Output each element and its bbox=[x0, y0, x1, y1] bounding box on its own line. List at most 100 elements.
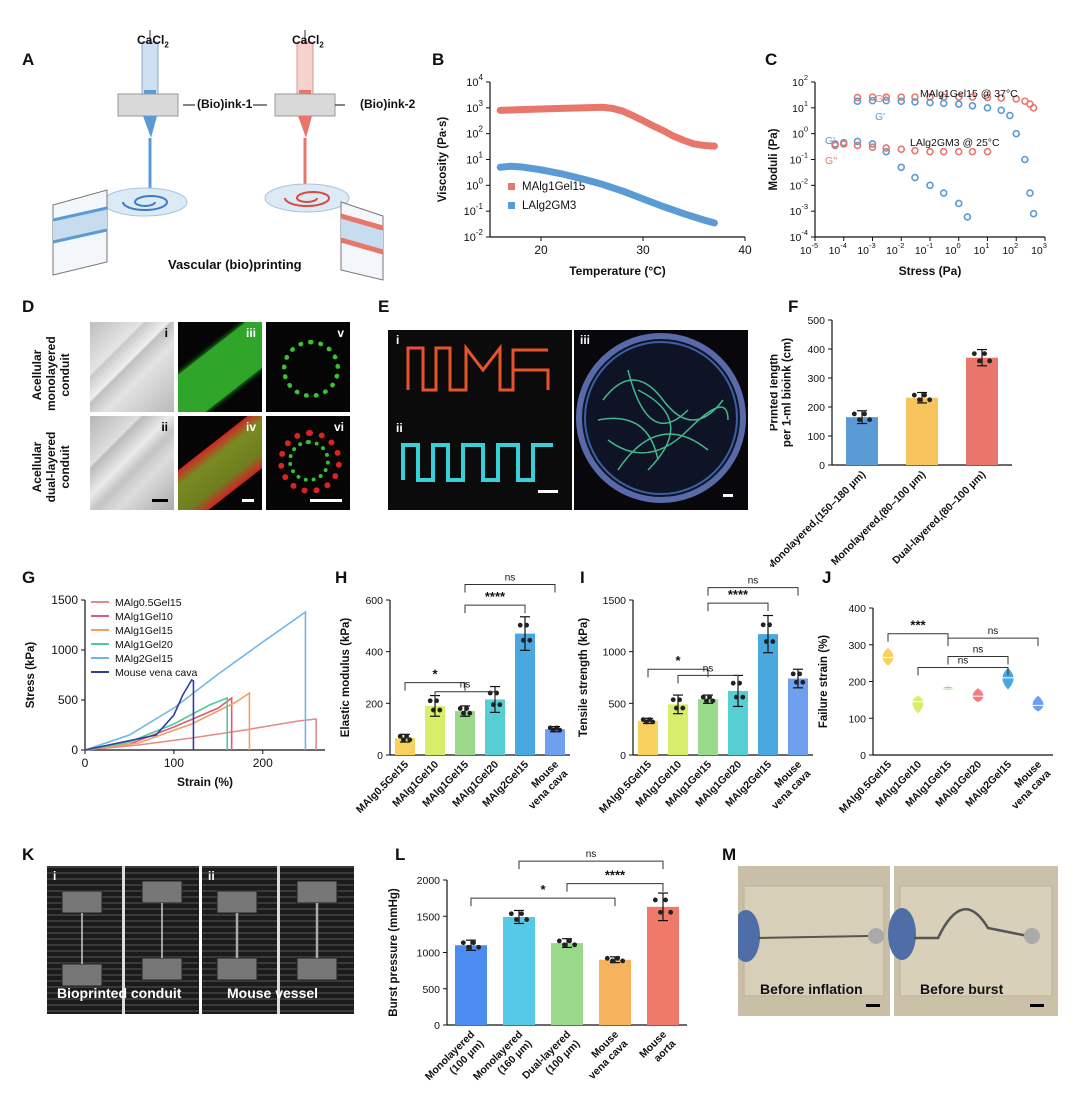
bar bbox=[503, 916, 535, 1025]
stress-strain-chart: 0 500 1000 1500 0 100 200 MAlg0.5Gel15 MAlg1Gel1… bbox=[25, 593, 325, 789]
legend-label: MAlg1Gel15 bbox=[115, 625, 173, 637]
left-nozzle bbox=[102, 30, 188, 217]
bar bbox=[966, 357, 998, 465]
data-dot bbox=[862, 411, 867, 417]
y-tick-label: 10-1 bbox=[464, 202, 484, 218]
data-dot bbox=[922, 392, 927, 398]
data-point-1 bbox=[1021, 155, 1029, 164]
y-tick-label: 500 bbox=[422, 984, 440, 996]
significance-label: ns bbox=[988, 626, 999, 637]
x-axis-title: Temperature (°C) bbox=[569, 264, 666, 278]
data-point-1 bbox=[868, 96, 877, 105]
data-point-1 bbox=[939, 99, 948, 108]
y-tick-label: 0 bbox=[377, 750, 383, 762]
data-dot bbox=[677, 697, 682, 703]
data-point-2 bbox=[926, 181, 934, 190]
panel-label-c: C bbox=[765, 50, 778, 69]
data-point-3 bbox=[911, 146, 919, 155]
bar bbox=[455, 945, 487, 1025]
y-axis-title: Elastic modulus (kPa) bbox=[340, 618, 352, 738]
data-point-3 bbox=[926, 147, 934, 156]
series-line-0 bbox=[84, 718, 317, 751]
axis-title: per 1-ml bioink (cm) bbox=[782, 338, 794, 447]
significance-bracket bbox=[404, 682, 466, 691]
panel-label-l: L bbox=[395, 845, 406, 864]
y-tick-label: 1000 bbox=[51, 643, 78, 657]
legend-label: Mouse vena cava bbox=[115, 667, 197, 679]
panel-label-d: D bbox=[22, 297, 35, 316]
data-dot bbox=[668, 909, 674, 915]
data-point-3 bbox=[939, 147, 948, 156]
y-tick-label: 1500 bbox=[51, 593, 78, 607]
significance-bracket bbox=[947, 656, 1009, 665]
data-dot bbox=[404, 733, 409, 739]
panel-label-k: K bbox=[22, 845, 35, 864]
data-dot bbox=[670, 697, 676, 703]
significance-label: **** bbox=[728, 587, 749, 602]
data-point-1 bbox=[1012, 129, 1021, 138]
data-dot bbox=[401, 737, 406, 743]
right-nozzle bbox=[264, 30, 350, 213]
legend-label: MAlg1Gel10 bbox=[115, 611, 173, 623]
panel-a-caption: Vascular (bio)printing bbox=[168, 257, 302, 272]
series-label: G' bbox=[875, 111, 885, 123]
category-label: Monolayered(100 μm) bbox=[423, 1029, 486, 1083]
significance-label: * bbox=[540, 882, 546, 897]
elastic-modulus-chart: 0200400600MAlg0.5Gel15MAlg1Gel10MAlg1Gel… bbox=[340, 573, 570, 816]
y-axis-title: Failure strain (%) bbox=[818, 635, 830, 728]
y-tick-label: 200 bbox=[807, 402, 825, 414]
y-tick-label: 400 bbox=[807, 344, 825, 356]
y-tick-label: 1500 bbox=[603, 595, 627, 607]
data-dot bbox=[427, 698, 433, 704]
significance-bracket bbox=[677, 674, 739, 684]
data-point-3 bbox=[968, 147, 977, 156]
legend-swatch bbox=[508, 202, 515, 209]
x-tick-label: 10-5 bbox=[800, 241, 818, 257]
significance-bracket bbox=[707, 587, 799, 596]
series-line-0 bbox=[496, 103, 718, 150]
bioink-1-label: (Bio)ink-1 bbox=[197, 97, 253, 111]
data-dot bbox=[710, 698, 716, 704]
row-label-monolayered: Acellular monolayered conduit bbox=[30, 336, 72, 411]
y-tick-label: 102 bbox=[466, 125, 483, 141]
data-dot bbox=[730, 680, 736, 686]
bar bbox=[758, 634, 778, 755]
data-point-1 bbox=[954, 100, 963, 108]
series-line-2 bbox=[84, 691, 251, 751]
data-point-1 bbox=[1026, 189, 1034, 197]
x-tick-label: 20 bbox=[534, 243, 548, 257]
y-tick-label: 10-4 bbox=[790, 228, 808, 244]
y-tick-label: 400 bbox=[365, 647, 383, 659]
y-tick-label: 101 bbox=[792, 99, 808, 115]
data-point-1 bbox=[882, 96, 891, 105]
data-point-2 bbox=[963, 213, 972, 221]
bar bbox=[698, 699, 718, 755]
data-dot bbox=[867, 417, 873, 423]
bar bbox=[647, 906, 679, 1025]
x-tick-label: MAlg0.5Gel15 bbox=[837, 759, 894, 816]
data-point-2 bbox=[882, 147, 891, 156]
data-point-0 bbox=[1029, 104, 1038, 112]
axis-title: Viscosity (Pa·s) bbox=[437, 117, 449, 203]
y-tick-label: 2000 bbox=[417, 875, 441, 887]
x-tick-label: 101 bbox=[974, 241, 990, 257]
legend-label: MAlg0.5Gel15 bbox=[115, 597, 182, 609]
legend-label: MAlg2Gel15 bbox=[115, 653, 173, 665]
data-point-2 bbox=[954, 199, 963, 208]
data-point-3 bbox=[983, 147, 992, 156]
micrograph-iii: iii bbox=[178, 322, 262, 412]
significance-label: * bbox=[675, 653, 681, 668]
series-label: G'' bbox=[825, 155, 837, 167]
svg-text:i: i bbox=[396, 333, 399, 347]
data-point-1 bbox=[968, 101, 977, 110]
x-axis-title: Stress (Pa) bbox=[899, 264, 962, 278]
y-axis-title: Stress (kPa) bbox=[25, 642, 37, 709]
data-dot bbox=[407, 737, 413, 743]
panel-label-f: F bbox=[788, 297, 799, 316]
series-line-5 bbox=[84, 678, 195, 751]
y-tick-label: 600 bbox=[365, 595, 383, 607]
panel-label-e: E bbox=[378, 297, 390, 316]
x-tick-label: 30 bbox=[636, 243, 650, 257]
significance-label: **** bbox=[485, 589, 506, 604]
